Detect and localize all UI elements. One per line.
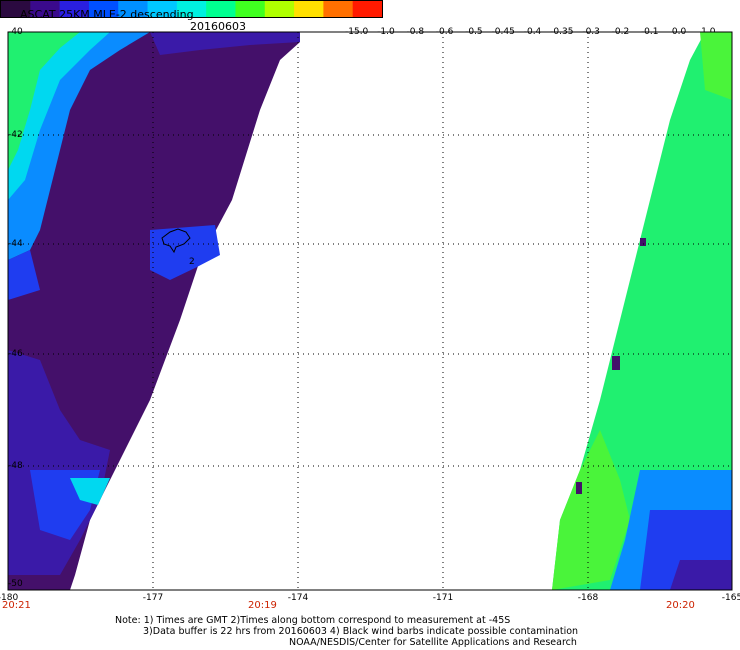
product-title: ASCAT 25KM MLE-2 descending bbox=[20, 8, 194, 21]
colorbar-segment bbox=[88, 1, 119, 17]
note-line-2: 3)Data buffer is 22 hrs from 20160603 4)… bbox=[143, 626, 579, 637]
product-date: 20160603 bbox=[190, 20, 246, 33]
longitude-label: -171 bbox=[432, 593, 454, 603]
left-swath-top-band bbox=[150, 32, 300, 55]
colorbar-segment bbox=[118, 1, 149, 17]
left-edge-blue-patch bbox=[8, 250, 40, 300]
latitude-label: -44 bbox=[8, 239, 23, 249]
left-swath-cyan-patch bbox=[70, 478, 110, 505]
colorbar-segment bbox=[147, 1, 178, 17]
latitude-label: -40 bbox=[8, 27, 23, 37]
time-label-left: 20:21 bbox=[2, 600, 31, 611]
colorbar-segment bbox=[30, 1, 61, 17]
note-line-3: NOAA/NESDIS/Center for Satellite Applica… bbox=[289, 637, 577, 648]
colorbar-segment bbox=[59, 1, 90, 17]
latitude-label: -42 bbox=[8, 130, 23, 140]
marker-label: 2 bbox=[189, 257, 195, 267]
latitude-label: -46 bbox=[8, 349, 23, 359]
map-panel: 2 bbox=[7, 31, 733, 591]
colorbar bbox=[0, 0, 383, 18]
time-label-middle: 20:19 bbox=[248, 600, 277, 611]
right-swath-light-green-patch bbox=[552, 430, 630, 590]
right-swath-top-patch bbox=[700, 32, 732, 100]
longitude-label: -165 bbox=[721, 593, 740, 603]
latitude-label: -48 bbox=[8, 461, 23, 471]
colorbar-segment bbox=[206, 1, 236, 17]
colorbar-segment bbox=[323, 1, 354, 17]
right-swath-edge-pixel bbox=[612, 356, 620, 370]
colorbar-segment bbox=[352, 1, 383, 17]
right-swath-edge-pixel bbox=[576, 482, 582, 494]
colorbar-segment bbox=[294, 1, 324, 17]
right-swath-edge-pixel bbox=[640, 238, 646, 246]
left-swath-green-area bbox=[8, 32, 80, 170]
right-swath-dark-area bbox=[670, 560, 732, 590]
notes: Note: 1) Times are GMT 2)Times along bot… bbox=[115, 615, 578, 648]
longitude-label: -174 bbox=[287, 593, 309, 603]
colorbar-segment bbox=[264, 1, 295, 17]
longitude-label: -177 bbox=[142, 593, 164, 603]
longitude-label: -168 bbox=[577, 593, 599, 603]
note-line-1: Note: 1) Times are GMT 2)Times along bot… bbox=[115, 615, 511, 626]
colorbar-segment bbox=[235, 1, 266, 17]
longitude-label: -180 bbox=[0, 593, 19, 603]
colorbar-segment bbox=[176, 1, 207, 17]
time-label-right: 20:20 bbox=[666, 600, 695, 611]
left-swath-low-band bbox=[8, 350, 110, 575]
island-blue-patch bbox=[150, 225, 220, 280]
map-frame bbox=[7, 31, 733, 591]
colorbar-segment bbox=[1, 1, 31, 17]
latitude-label: -50 bbox=[8, 579, 23, 589]
